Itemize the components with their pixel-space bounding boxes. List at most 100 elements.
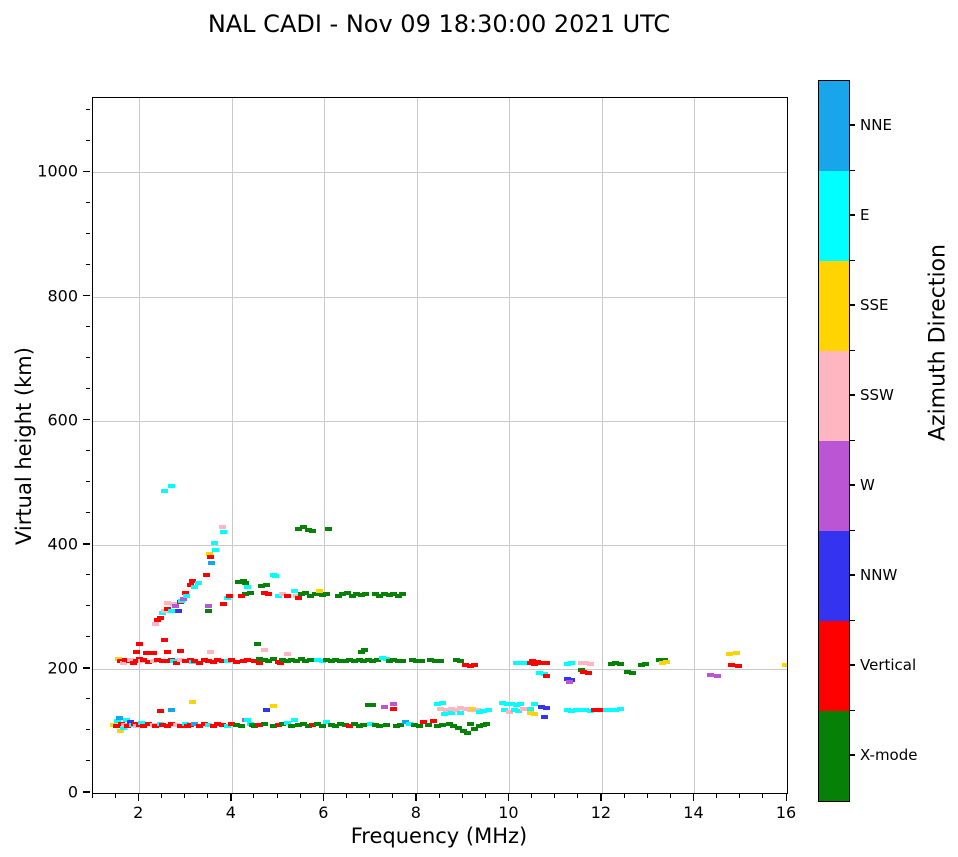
data-point [186,722,194,727]
x-minor-tick [345,794,347,798]
data-point [172,722,180,727]
data-point [288,723,296,728]
x-major-tick [600,794,602,801]
x-tick-label: 12 [590,803,612,822]
data-point [464,730,472,735]
y-major-tick [83,667,90,669]
y-major-tick [83,791,90,793]
data-point [376,723,384,728]
x-minor-tick [184,794,186,798]
data-point [542,705,550,710]
data-point [276,660,284,665]
data-point [168,608,176,613]
data-point [154,618,162,623]
data-point [572,707,580,712]
data-point [309,722,317,727]
y-minor-tick [86,605,90,607]
data-point [323,591,331,596]
data-point [526,706,534,711]
x-major-tick [230,794,232,801]
data-point [616,661,624,666]
data-point [168,483,176,488]
data-point [164,601,172,606]
data-point [244,657,252,662]
data-point [385,658,393,663]
x-minor-tick [554,794,556,798]
data-point [380,705,388,710]
data-point [260,658,268,663]
data-point [707,673,715,678]
data-point [119,660,127,665]
data-point [397,722,405,727]
colorbar-tick-label: E [860,206,870,224]
data-point [182,659,190,664]
data-point [223,723,231,728]
colorbar-tick [850,484,855,486]
data-point [122,718,130,723]
data-point [232,660,240,665]
data-point [119,725,127,730]
y-minor-tick [86,264,90,266]
y-minor-tick [86,326,90,328]
data-point [186,582,194,587]
data-point [586,661,594,666]
data-point [473,707,481,712]
gridline-y-1000 [93,172,787,174]
data-point [482,721,490,726]
data-point [323,657,331,662]
data-point [256,656,264,661]
data-point [658,660,666,665]
data-point [663,660,671,665]
data-point [279,722,287,727]
data-point [177,723,185,728]
data-point [263,707,270,712]
data-point [171,603,179,608]
gridline-x-2 [139,98,141,793]
data-point [228,658,236,663]
data-point [208,560,216,565]
data-point [429,719,437,724]
data-point [235,580,243,585]
data-point [466,663,474,668]
colorbar-boundary-tick [850,349,855,351]
data-point [431,659,439,664]
data-point [438,722,446,727]
data-point [535,670,543,675]
data-point [394,659,402,664]
data-point [394,593,402,598]
gridline-x-10 [509,98,511,793]
y-minor-tick [86,233,90,235]
data-point [628,670,636,675]
data-point [318,723,326,728]
data-point [168,722,176,727]
data-point [214,721,222,726]
x-minor-tick [114,794,116,798]
data-point [127,658,135,663]
data-point [205,722,213,727]
data-point [538,704,546,709]
data-point [297,656,305,661]
data-point [253,642,261,647]
data-point [584,670,592,675]
colorbar-tick-label: NNW [860,566,898,584]
data-point [577,667,585,672]
data-point [371,592,379,597]
data-point [244,584,252,589]
data-point [455,725,462,730]
data-point [302,591,310,596]
colorbar-segment-E [819,171,849,261]
data-point [269,656,277,661]
data-point [182,591,190,596]
data-point [517,701,525,706]
data-point [339,592,347,597]
data-point [457,705,465,710]
data-point [586,709,594,714]
data-point [237,723,245,728]
colorbar-tick [850,754,855,756]
data-point [607,661,615,666]
y-minor-tick [86,729,90,731]
data-point [239,578,247,583]
x-tick-label: 14 [683,803,704,822]
data-point [313,722,321,727]
